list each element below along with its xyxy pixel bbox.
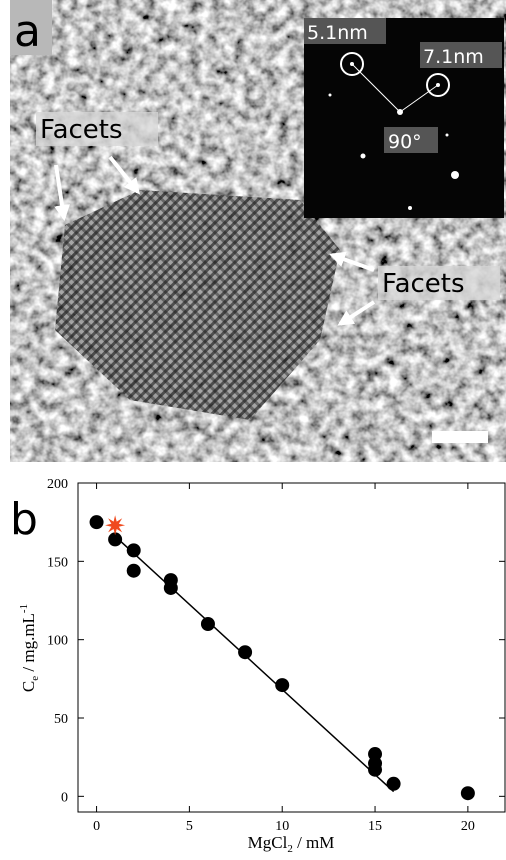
spacing-label: 7.1nm [423,46,484,68]
facets-label: Facets [40,115,123,145]
x-axis-label: MgCl2 / mM [248,833,335,855]
plot-frame [77,482,506,813]
panel-label: b [10,494,38,545]
arrows [54,155,376,326]
vector [399,84,439,113]
label-bg [304,18,386,44]
crystal-lattice-cross [55,190,340,420]
highlight-star [105,515,126,536]
arrow [328,251,375,272]
x-tick-label: 0 [93,819,100,834]
y-tick-label: 200 [47,477,68,492]
y-axis-label: Ce / mg.mL-1 [18,604,41,692]
x-tick-label: 5 [186,819,193,834]
spot [360,153,366,159]
spot-ring [340,52,364,76]
x-tick-label: 15 [368,819,382,834]
point [126,563,141,578]
label-bg [36,112,158,146]
point [163,580,178,595]
point [275,678,290,693]
label-bg [378,266,500,300]
fft-inset: 5.1nm 7.1nm 90° [304,18,504,218]
point [126,543,141,558]
arrow [108,155,140,195]
point [238,645,253,660]
point [108,532,123,547]
point [200,617,215,631]
point [89,515,104,530]
arrow [54,164,70,222]
x-tick-label: 10 [275,819,289,834]
angle-label: 90° [388,131,422,153]
y-tick-label: 50 [54,712,68,727]
spot [328,93,332,97]
spot [445,133,449,137]
label-bg [384,127,438,153]
y-tick-label: 150 [47,555,68,570]
point [386,776,401,791]
panel-a: a Facets Facets 5.1nm [10,0,506,462]
arrow [337,300,376,326]
spot [408,206,412,210]
point [460,786,475,801]
point [368,762,383,777]
spacing-label: 5.1nm [307,22,368,44]
fft-markers [340,52,450,113]
y-tick-label: 0 [61,790,68,805]
label-bg [10,0,52,55]
scale-bar [432,431,488,443]
label-bg [420,42,502,68]
panel-label: a [14,6,41,57]
x-tick-label: 20 [461,819,475,834]
spot [451,171,459,179]
spot-ring [426,73,450,97]
vector [351,63,401,113]
y-tick-label: 100 [47,634,68,649]
facets-label: Facets [382,269,465,299]
fit-line [114,535,395,793]
